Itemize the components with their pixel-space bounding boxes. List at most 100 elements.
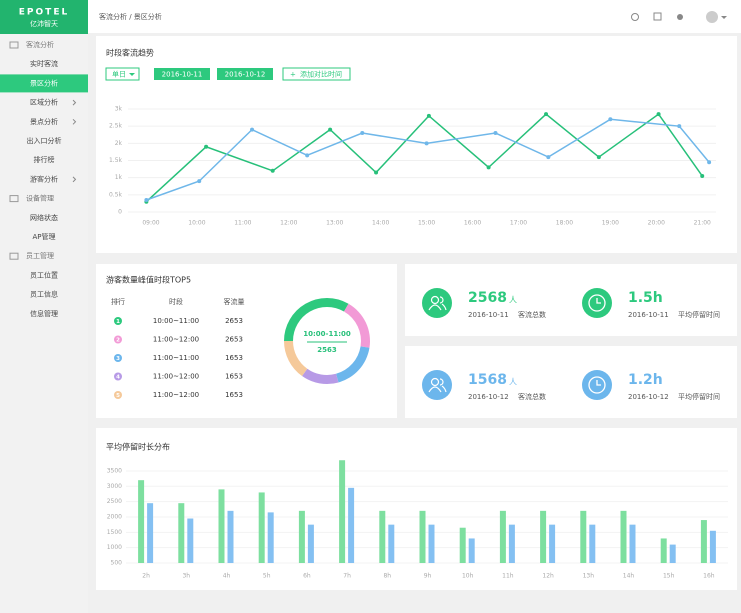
- trend-point: [493, 131, 498, 136]
- donut-center-value: 2563: [317, 346, 337, 354]
- menu-item[interactable]: AP管理: [32, 232, 55, 241]
- menu-item[interactable]: 游客分析: [30, 174, 58, 183]
- x-tick-label: 14:00: [372, 220, 389, 227]
- trend-point: [677, 124, 682, 129]
- menu-item[interactable]: 景区分析: [30, 78, 58, 87]
- x-tick-label: 5h: [263, 573, 271, 580]
- bar: [419, 510, 426, 563]
- menu-item[interactable]: 信息管理: [30, 309, 58, 318]
- menu-active[interactable]: [0, 74, 88, 93]
- clock-face: [588, 294, 606, 312]
- avatar[interactable]: [706, 11, 718, 23]
- refresh-icon[interactable]: [631, 13, 639, 21]
- x-tick-label: 15h: [663, 573, 675, 580]
- rank: 2: [116, 338, 120, 344]
- x-tick-label: 20:00: [648, 220, 665, 227]
- add-icon[interactable]: +: [290, 71, 296, 79]
- mode-label[interactable]: 单日: [112, 70, 126, 79]
- menu-item[interactable]: 网络状态: [30, 213, 58, 222]
- menu-section[interactable]: 员工管理: [26, 251, 54, 260]
- menu-item[interactable]: 景点分析: [30, 117, 58, 126]
- bar: [508, 524, 515, 563]
- clock-hands: [596, 298, 601, 304]
- x-tick-label: 12h: [542, 573, 554, 580]
- bar: [147, 503, 154, 563]
- add-compare-button[interactable]: [282, 67, 351, 81]
- trend-point: [204, 144, 209, 149]
- period: 11:00~12:00: [153, 336, 199, 344]
- menu-arrow[interactable]: [72, 176, 77, 183]
- menu-section[interactable]: 客流分析: [26, 40, 54, 49]
- y-tick-label: 3k: [115, 106, 123, 113]
- donut-segment: [344, 303, 370, 348]
- column-header: 客流量: [224, 297, 245, 306]
- bar: [669, 544, 676, 563]
- bar: [227, 510, 234, 563]
- stat-unit: 人: [509, 378, 517, 387]
- export-icon[interactable]: [653, 12, 662, 21]
- trend-point: [546, 155, 551, 160]
- top5-card: [96, 264, 397, 418]
- bar: [348, 487, 355, 563]
- caret[interactable]: [721, 16, 727, 19]
- bar: [629, 524, 636, 563]
- stat-value: 2568: [468, 290, 507, 306]
- date-tag[interactable]: [217, 68, 273, 80]
- logo-brand: EPOTEL: [19, 8, 69, 18]
- y-tick-label: 1k: [115, 174, 123, 181]
- header: [88, 0, 741, 33]
- stat-unit: 人: [509, 296, 517, 305]
- menu-icon: [9, 195, 19, 203]
- menu-item[interactable]: 区域分析: [30, 98, 58, 107]
- trend-point: [360, 131, 365, 136]
- menu-item[interactable]: 排行榜: [34, 155, 55, 164]
- bar: [258, 492, 265, 563]
- menu-item[interactable]: 实时客流: [30, 59, 58, 68]
- donut-segment: [302, 368, 339, 384]
- stat-label: 客流总数: [518, 392, 546, 401]
- bar: [580, 510, 587, 563]
- y-tick-label: 2k: [115, 140, 123, 147]
- date-tag[interactable]: [154, 68, 210, 80]
- menu-section[interactable]: 设备管理: [26, 194, 54, 203]
- y-tick-label: 0: [118, 209, 122, 216]
- x-tick-label: 6h: [303, 573, 311, 580]
- bar: [468, 538, 475, 563]
- clock-face: [588, 376, 606, 394]
- x-tick-label: 11:00: [234, 220, 251, 227]
- menu-arrow[interactable]: [72, 99, 77, 106]
- logo-area: [0, 0, 88, 34]
- menu-arrow[interactable]: [72, 118, 77, 125]
- menu-icon: [9, 252, 19, 260]
- menu-item[interactable]: 员工信息: [30, 290, 58, 299]
- stat-date: 2016-10-12: [628, 393, 669, 401]
- x-tick-label: 13:00: [326, 220, 343, 227]
- y-tick-label: 1.5k: [109, 157, 123, 164]
- add-compare-label[interactable]: 添加对比时间: [300, 70, 342, 79]
- bar: [298, 510, 305, 563]
- date-tag-label[interactable]: 2016-10-11: [162, 71, 203, 79]
- stat-label: 客流总数: [518, 310, 546, 319]
- x-tick-label: 10:00: [188, 220, 205, 227]
- bar: [339, 460, 346, 563]
- y-tick-label: 1500: [107, 529, 122, 536]
- menu-item[interactable]: 出入口分析: [27, 136, 62, 145]
- x-tick-label: 11h: [502, 573, 514, 580]
- date-tag-label[interactable]: 2016-10-12: [225, 71, 266, 79]
- menu-item[interactable]: 员工位置: [30, 270, 58, 279]
- dropdown-caret[interactable]: [129, 73, 135, 76]
- x-tick-label: 17:00: [510, 220, 527, 227]
- stat-date: 2016-10-11: [468, 311, 509, 319]
- trend-point: [250, 127, 255, 132]
- x-tick-label: 13h: [583, 573, 595, 580]
- donut-center-label: 10:00-11:00: [303, 330, 351, 338]
- mode-dropdown[interactable]: [105, 67, 140, 81]
- count: 2653: [225, 336, 243, 344]
- x-tick-label: 19:00: [602, 220, 619, 227]
- bar: [428, 524, 435, 563]
- settings-icon[interactable]: [677, 14, 683, 20]
- rank: 5: [116, 393, 120, 399]
- trend-point: [374, 170, 379, 175]
- y-tick-label: 2.5k: [109, 123, 123, 130]
